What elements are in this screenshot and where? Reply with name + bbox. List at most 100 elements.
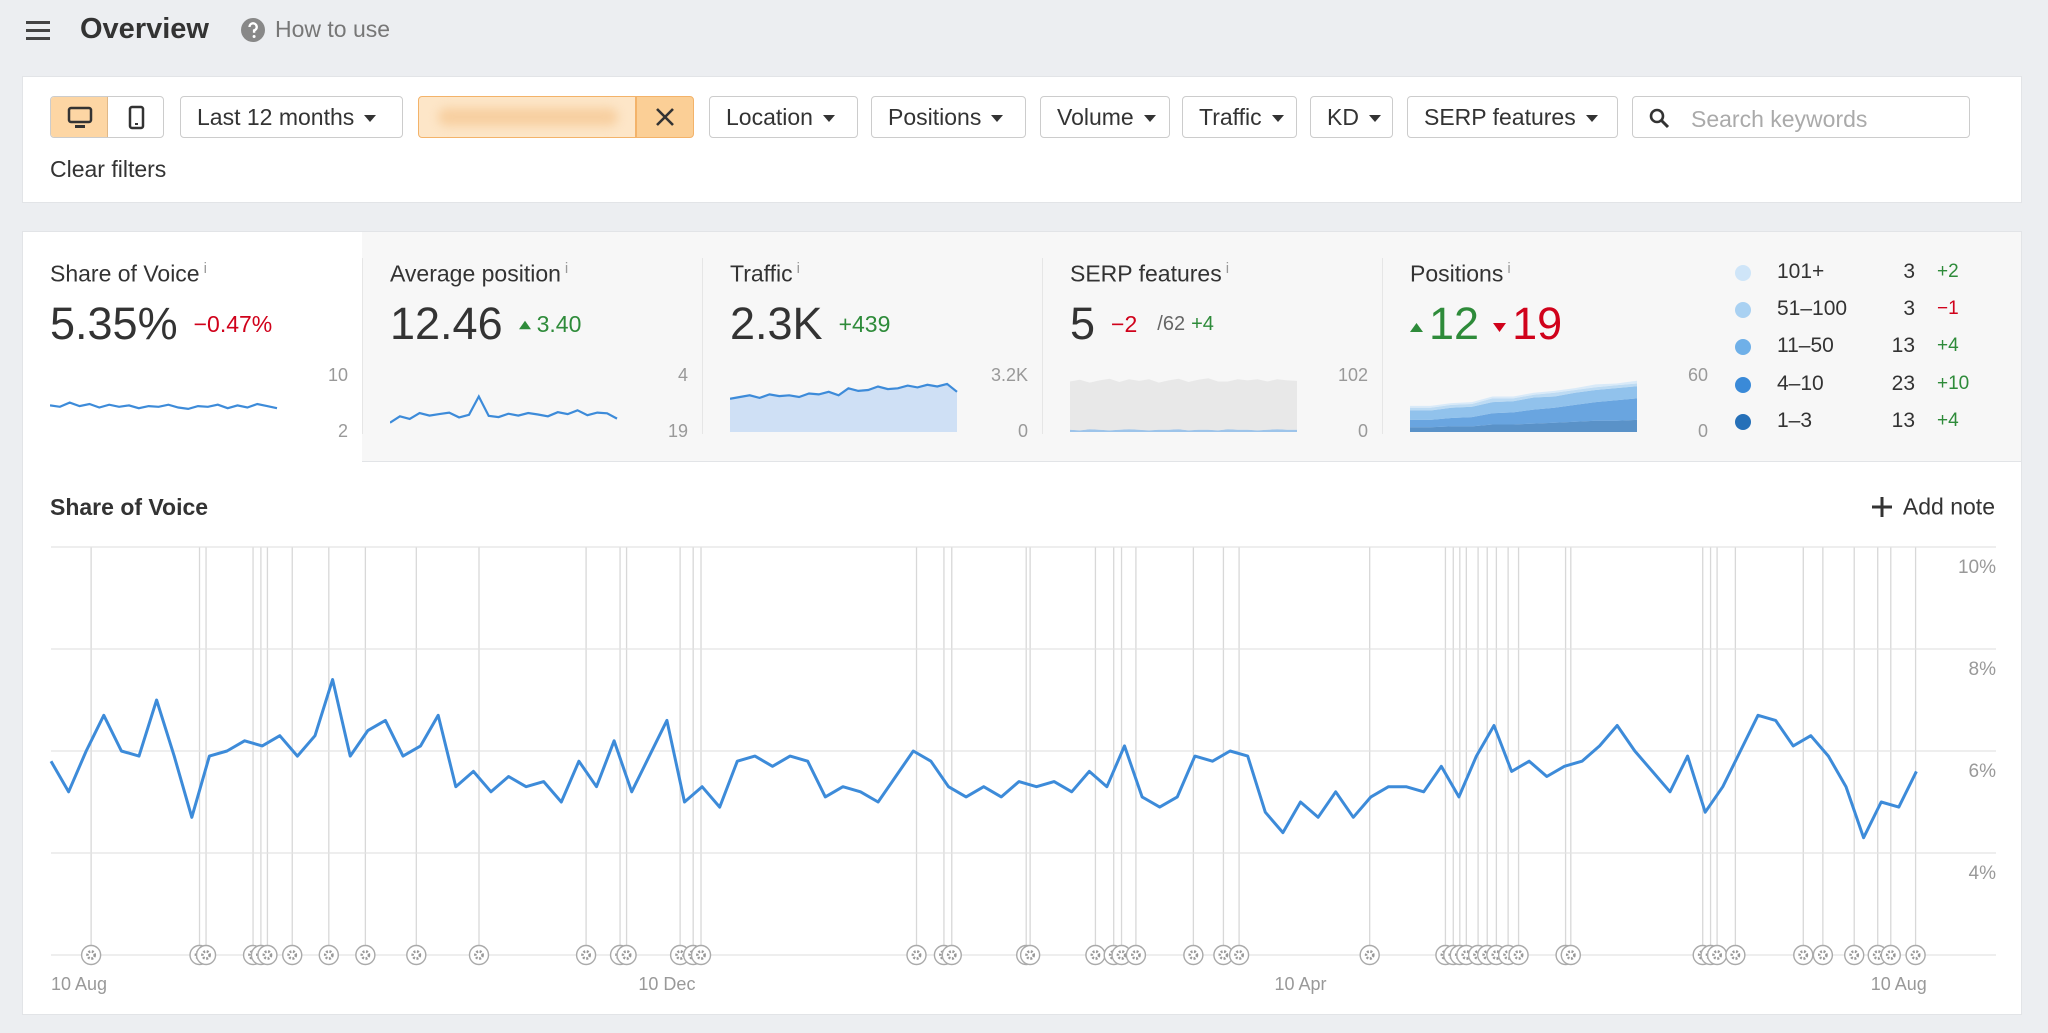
add-note-button[interactable]: Add note [1871,492,1995,520]
period-dropdown-label: Last 12 months [197,104,355,130]
sparkline-tick-label: 60 [1688,365,1708,385]
annotation-marker[interactable] [575,944,597,966]
annotation-marker[interactable] [318,944,340,966]
menu-bar [26,37,50,40]
sparkline-tick-label: 3.2K [991,365,1028,385]
clear-target-button[interactable] [636,96,694,138]
close-cross [656,108,674,126]
sparkline-stack [1070,378,1297,431]
annotation-marker[interactable] [282,944,303,966]
legend-dot [1735,376,1751,393]
metric-value-row: 2.3K +439 [730,298,890,350]
sparkline-tick-label: 102 [1338,365,1368,385]
serp-features-dropdown[interactable]: SERP features [1407,96,1618,138]
volume-dropdown[interactable]: Volume [1040,96,1170,138]
annotation-marker[interactable] [1508,944,1529,966]
annotation-marker[interactable] [195,944,217,966]
annotation-gear [946,950,957,960]
sparkline-tick-label: 2 [338,421,348,441]
menu-bar [26,29,50,32]
legend-change: +4 [1937,335,1959,357]
annotation-marker[interactable] [906,944,927,966]
annotation-marker[interactable] [1183,944,1204,966]
positions-down-text: 19 [1512,298,1563,349]
annotation-marker[interactable] [1880,944,1901,966]
traffic-dropdown[interactable]: Traffic [1182,96,1297,138]
sparkline-stack [1410,419,1637,432]
annotation-marker[interactable] [257,944,278,966]
caret [1368,115,1381,123]
metric-value: 12.46 [390,298,503,349]
annotation-marker[interactable] [406,944,427,966]
legend-count: 3 [1903,260,1915,283]
annotation-marker[interactable] [1359,944,1380,966]
metric-change-text: −2 [1111,310,1138,337]
chart-card: Share of Voice Add note 4% 6% 8% 10% 10 Aug 10 … [22,462,2022,1015]
traffic-dropdown-label: Traffic [1199,104,1262,130]
clear-filters-link[interactable]: Clear filters [50,156,167,182]
period-dropdown[interactable]: Last 12 months [180,96,403,138]
metric-label: Average position i [390,260,568,288]
annotation-marker[interactable] [1793,944,1814,966]
annotation-marker[interactable] [80,944,102,966]
sparkline-line [390,394,618,424]
annotation-marker[interactable] [1560,944,1582,966]
annotation-marker[interactable] [1905,944,1926,966]
metric-value-row: 12.46 3.40 [390,298,581,350]
annotation-marker[interactable] [468,944,490,966]
info-icon[interactable]: i [1507,260,1511,277]
caret [364,115,377,123]
location-dropdown-label: Location [726,104,813,130]
annotation-marker[interactable] [1812,944,1834,966]
annotation-marker[interactable] [690,944,712,966]
card-divider [1042,258,1043,434]
annotation-marker[interactable] [941,944,962,966]
x-tick-label: 10 Apr [1274,974,1326,994]
annotation-marker[interactable] [1706,944,1728,966]
metric-value-row: 5 −2/62 +4 [1070,298,1214,350]
trend-arrow [1410,322,1423,332]
metric-change: 3.40 [518,311,581,337]
info-icon[interactable]: i [1225,260,1230,277]
y-tick-label: 10% [1958,557,1996,578]
volume-dropdown-label: Volume [1057,104,1134,130]
annotation-marker[interactable] [1085,944,1106,966]
menu-bar [26,21,50,24]
positions-up-text: 12 [1429,298,1480,349]
sparkline-tick-label: 0 [1358,421,1368,441]
annotation-marker[interactable] [355,944,376,966]
annotation-marker[interactable] [1725,944,1746,966]
active-metric-card[interactable] [22,231,362,462]
help-link[interactable]: How to use [275,16,391,42]
positions-dropdown[interactable]: Positions [871,96,1026,138]
annotation-gear [1234,950,1244,960]
search-input[interactable]: Search keywords [1632,96,1970,138]
sparkline-line [50,401,278,411]
annotation-marker[interactable] [1019,944,1041,966]
y-tick-label: 8% [1969,659,1997,680]
kd-dropdown-label: KD [1327,104,1359,130]
info-icon[interactable]: i [203,260,207,277]
y-tick-label: 6% [1969,761,1997,782]
annotation-marker[interactable] [1228,944,1250,966]
metric-label-text: Average position [390,260,561,287]
sparkline-tick-label: 10 [328,365,348,385]
legend-dot-shape [1735,265,1751,281]
phone-button [135,123,138,125]
annotation-marker[interactable] [1125,944,1147,966]
info-icon[interactable]: i [564,260,569,277]
mobile-button[interactable] [108,97,163,137]
annotation-gear [581,950,591,960]
kd-dropdown[interactable]: KD [1310,96,1393,138]
annotation-marker[interactable] [1844,944,1865,966]
annotation-gear [911,950,922,960]
annotation-marker[interactable] [616,944,637,966]
sparkline-stack [1070,429,1297,432]
location-dropdown[interactable]: Location [709,96,858,138]
desktop-button[interactable] [51,97,108,137]
info-icon[interactable]: i [796,260,800,277]
sparkline-stack [1410,383,1637,411]
card-divider [702,258,703,434]
caret [991,115,1004,123]
legend-count: 3 [1903,297,1915,321]
